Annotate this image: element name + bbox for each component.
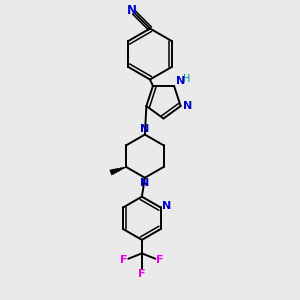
Text: F: F (156, 255, 164, 265)
Text: N: N (140, 124, 149, 134)
Text: F: F (120, 255, 127, 265)
Text: F: F (138, 269, 146, 279)
Text: N: N (162, 201, 171, 211)
Text: N: N (176, 76, 186, 86)
Text: N: N (140, 178, 149, 188)
Polygon shape (110, 167, 126, 175)
Text: N: N (183, 101, 192, 111)
Text: N: N (127, 4, 136, 16)
Text: H: H (183, 74, 191, 84)
